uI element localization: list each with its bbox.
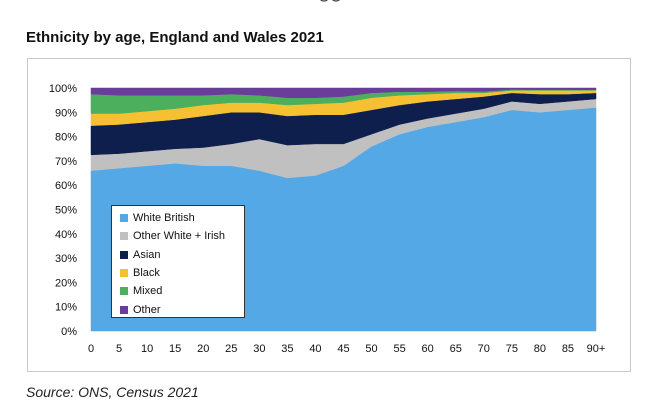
- y-tick-label: 30%: [55, 253, 77, 265]
- legend-label: Mixed: [133, 285, 163, 298]
- legend-label: Other: [133, 303, 161, 316]
- legend-swatch: [120, 269, 128, 278]
- x-tick-label: 55: [393, 343, 405, 355]
- x-tick-label: 30: [253, 343, 265, 355]
- area-other: [90, 87, 597, 98]
- x-tick-label: 45: [337, 343, 349, 355]
- legend-swatch: [120, 250, 128, 259]
- x-tick-label: 35: [281, 343, 293, 355]
- x-tick-label: 80: [534, 343, 546, 355]
- x-tick-label: 60: [422, 343, 434, 355]
- legend: White British Other White + Irish Asian Bla…: [111, 205, 245, 318]
- legend-swatch: [120, 305, 128, 314]
- y-tick-label: 70%: [55, 156, 77, 168]
- y-tick-label: 50%: [55, 205, 77, 217]
- legend-swatch: [120, 232, 128, 241]
- y-tick-label: 100%: [49, 83, 77, 95]
- x-tick-label: 85: [562, 343, 574, 355]
- x-tick-label: 50: [365, 343, 377, 355]
- legend-label: White British: [133, 212, 195, 225]
- legend-item: Black: [120, 264, 244, 282]
- x-tick-label: 20: [197, 343, 209, 355]
- legend-label: Black: [133, 267, 160, 280]
- legend-swatch: [120, 287, 128, 296]
- legend-label: Other White + Irish: [133, 230, 226, 243]
- chart-title: Ethnicity by age, England and Wales 2021: [26, 29, 324, 46]
- x-tick-label: 5: [116, 343, 122, 355]
- legend-item: White British: [120, 209, 244, 227]
- legend-label: Asian: [133, 248, 161, 261]
- y-tick-labels: 0% 10% 20% 30% 40% 50% 60% 70% 80% 90% 100%: [49, 83, 77, 338]
- x-tick-label: 70: [478, 343, 490, 355]
- y-tick-label: 80%: [55, 132, 77, 144]
- x-tick-label: 65: [450, 343, 462, 355]
- y-tick-label: 90%: [55, 107, 77, 119]
- legend-item: Other: [120, 300, 244, 318]
- y-tick-label: 60%: [55, 180, 77, 192]
- y-tick-label: 10%: [55, 302, 77, 314]
- x-tick-label: 10: [141, 343, 153, 355]
- y-tick-label: 20%: [55, 277, 77, 289]
- x-tick-labels: 0 5 10 15 20 25 30 35 40 45 50 55 60 65 70 75 80 85 90+: [88, 343, 605, 355]
- top-logo-icon: [320, 0, 340, 2]
- y-tick-label: 40%: [55, 229, 77, 241]
- x-tick-label: 15: [169, 343, 181, 355]
- x-tick-label: 0: [88, 343, 94, 355]
- legend-swatch: [120, 214, 128, 223]
- source-note: Source: ONS, Census 2021: [26, 384, 199, 400]
- y-tick-label: 0%: [61, 326, 77, 338]
- chart-frame: [27, 58, 631, 372]
- x-tick-label: 90+: [587, 343, 606, 355]
- legend-item: Asian: [120, 246, 244, 264]
- x-tick-label: 25: [225, 343, 237, 355]
- x-tick-label: 40: [309, 343, 321, 355]
- legend-item: Other White + Irish: [120, 227, 244, 245]
- x-tick-label: 75: [506, 343, 518, 355]
- legend-item: Mixed: [120, 282, 244, 300]
